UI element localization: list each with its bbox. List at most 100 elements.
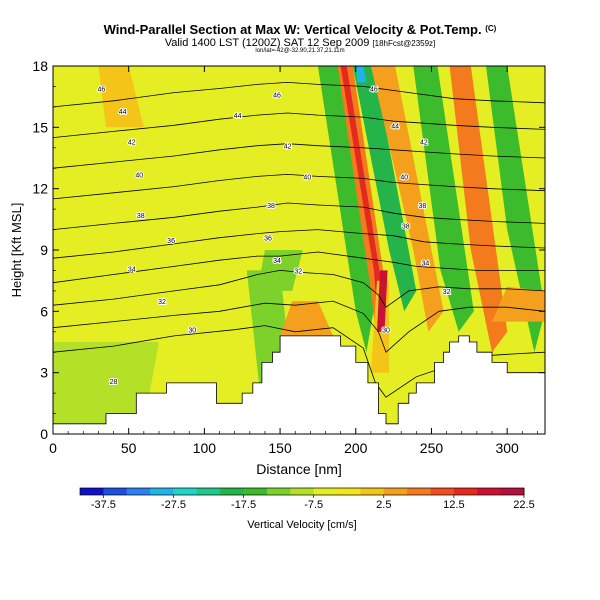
contour-label-8: 42 xyxy=(420,140,428,147)
contour-label-19: 34 xyxy=(273,258,281,265)
y-tick-label-3: 3 xyxy=(40,365,48,381)
y-tick-label-15: 15 xyxy=(32,119,48,135)
x-axis-label: Distance [nm] xyxy=(256,461,342,477)
colorbar-swatch-17 xyxy=(477,488,502,495)
isentrope-30 xyxy=(53,300,545,353)
colorbar-swatch-0 xyxy=(80,488,104,495)
isentrope-44 xyxy=(53,112,545,138)
colorbar-tick-label-5: 12.5 xyxy=(443,499,464,511)
x-tick-label-0: 0 xyxy=(49,440,57,456)
band-updraft-3 xyxy=(449,66,508,353)
x-tick-label-150: 150 xyxy=(268,440,292,456)
chart-subtitle-text: Valid 1400 LST (1200Z) SAT 12 Sep 2009 xyxy=(164,37,370,49)
contour-label-14: 38 xyxy=(402,223,410,230)
plot-area: 46 46 46 44 44 44 42 42 42 40 40 40 38 38 38 38 36 36 34 34… xyxy=(53,66,545,434)
colorbar-swatch-7 xyxy=(243,488,268,495)
contour-label-13: 38 xyxy=(267,203,275,210)
isentrope-34 xyxy=(53,251,545,284)
colorbar-swatch-3 xyxy=(150,488,174,495)
colorbar-swatch-4 xyxy=(173,488,198,495)
colorbar-swatch-6 xyxy=(220,488,245,495)
contour-label-22: 32 xyxy=(294,268,302,275)
contour-label-5: 44 xyxy=(391,123,399,130)
colorbar-swatch-11 xyxy=(337,488,361,495)
contour-label-26: 28 xyxy=(110,379,118,386)
band-blue-dot xyxy=(355,66,367,83)
x-tick-label-300: 300 xyxy=(495,440,519,456)
band-updraft-left xyxy=(98,66,144,128)
contour-label-7: 42 xyxy=(284,144,292,151)
contour-label-21: 32 xyxy=(158,299,166,306)
chart-subsubtitle: lon/lat=-42@-32.90,21.37,21.11m xyxy=(255,48,345,54)
band-updraft-low-1 xyxy=(280,301,334,336)
contour-label-3: 44 xyxy=(119,109,127,116)
colorbar-swatch-15 xyxy=(430,488,455,495)
x-tick-label-100: 100 xyxy=(193,440,217,456)
isentrope-38 xyxy=(53,202,545,230)
contour-label-12: 38 xyxy=(137,213,145,220)
x-tick-label-250: 250 xyxy=(420,440,444,456)
contour-label-24: 30 xyxy=(188,328,196,335)
colorbar-swatch-10 xyxy=(313,488,338,495)
y-tick-label-0: 0 xyxy=(40,426,48,442)
colorbar-tick-label-6: 22.5 xyxy=(513,499,534,511)
chart-subtitle: Valid 1400 LST (1200Z) SAT 12 Sep 2009 [… xyxy=(0,37,600,49)
contour-label-1: 46 xyxy=(273,93,281,100)
contour-label-23: 32 xyxy=(443,289,451,296)
isentrope-36 xyxy=(53,229,545,259)
isentrope-32 xyxy=(53,269,545,308)
contour-label-15: 38 xyxy=(418,203,426,210)
colorbar-swatch-12 xyxy=(360,488,385,495)
band-updraft-2 xyxy=(370,66,444,332)
colorbar-tick-label-4: 2.5 xyxy=(376,499,391,511)
contour-label-10: 40 xyxy=(303,174,311,181)
colorbar-swatch-5 xyxy=(196,488,221,495)
band-greenish-base xyxy=(53,342,159,424)
x-tick-label-200: 200 xyxy=(344,440,368,456)
y-tick-label-12: 12 xyxy=(32,181,48,197)
colorbar-swatch-9 xyxy=(290,488,315,495)
contour-label-2: 46 xyxy=(370,86,378,93)
colorbar-swatch-16 xyxy=(453,488,478,495)
isentrope-46 xyxy=(53,81,545,108)
colorbar-tick-label-2: -17.5 xyxy=(231,499,256,511)
contour-label-16: 36 xyxy=(167,238,175,245)
band-green-3 xyxy=(413,66,474,332)
colorbar-frame xyxy=(79,487,525,496)
x-tick-label-50: 50 xyxy=(121,440,137,456)
band-downdraft-2 xyxy=(352,66,417,312)
contour-label-6: 42 xyxy=(128,140,136,147)
contour-label-0: 46 xyxy=(98,86,106,93)
contour-label-9: 40 xyxy=(135,172,143,179)
colorbar-swatch-14 xyxy=(407,488,432,495)
band-green-4 xyxy=(486,66,545,353)
contour-label-17: 36 xyxy=(264,236,272,243)
chart-title: Wind-Parallel Section at Max W: Vertical… xyxy=(0,22,600,37)
y-tick-label-6: 6 xyxy=(40,303,48,319)
colorbar-tick-label-1: -27.5 xyxy=(161,499,186,511)
band-updraft-low-2 xyxy=(492,286,545,322)
y-tick-label-18: 18 xyxy=(32,58,48,74)
contour-label-4: 44 xyxy=(234,113,242,120)
isentrope-40 xyxy=(53,173,545,200)
colorbar-swatch-1 xyxy=(103,488,128,495)
colorbar-swatch-8 xyxy=(266,488,291,495)
terrain xyxy=(53,335,545,434)
contour-label-11: 40 xyxy=(400,174,408,181)
band-downdraft-1 xyxy=(317,66,377,353)
y-tick-label-9: 9 xyxy=(40,242,48,258)
colorbar-swatch-2 xyxy=(126,488,151,495)
chart-title-mark: (C) xyxy=(485,24,497,33)
colorbar-swatch-13 xyxy=(383,488,408,495)
isentrope-42 xyxy=(53,143,545,169)
chart-title-text: Wind-Parallel Section at Max W: Vertical… xyxy=(103,22,482,37)
contour-label-20: 34 xyxy=(422,260,430,267)
colorbar-tick-label-0: -37.5 xyxy=(91,499,116,511)
contour-label-18: 34 xyxy=(128,266,136,273)
y-axis-label: Height [Kft MSL] xyxy=(9,203,24,298)
contour-label-25: 30 xyxy=(382,328,390,335)
colorbar-label: Vertical Velocity [cm/s] xyxy=(247,519,356,531)
colorbar-tick-label-3: -7.5 xyxy=(304,499,323,511)
colorbar-swatch-18 xyxy=(500,488,525,495)
